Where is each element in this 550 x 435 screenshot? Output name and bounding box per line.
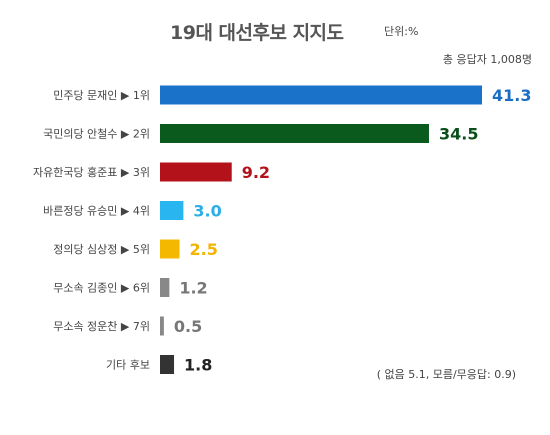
- bar: [160, 239, 180, 259]
- bar: [160, 201, 184, 220]
- unit-label: 단위:%: [384, 25, 419, 38]
- value-label: 0.5: [174, 317, 202, 336]
- value-label: 41.3: [492, 86, 531, 105]
- category-label: 무소속 김종인 ▶ 6위: [53, 282, 150, 295]
- bar: [160, 278, 170, 297]
- value-label: 2.5: [189, 240, 217, 259]
- category-label: 기타 후보: [106, 359, 150, 372]
- value-label: 1.2: [179, 279, 207, 298]
- chart-title: 19대 대선후보 지지도: [170, 22, 344, 44]
- bar: [160, 85, 482, 105]
- value-label: 3.0: [193, 202, 221, 221]
- category-label: 무소속 정운찬 ▶ 7위: [53, 319, 150, 333]
- category-label: 정의당 심상정 ▶ 5위: [53, 243, 150, 256]
- bar: [160, 316, 164, 336]
- respondents-label: 총 응답자 1,008명: [442, 53, 532, 66]
- value-label: 1.8: [184, 356, 212, 375]
- value-label: 9.2: [242, 163, 270, 182]
- value-label: 34.5: [439, 125, 478, 144]
- footnote: ( 없음 5.1, 모름/무응답: 0.9): [376, 368, 516, 381]
- category-label: 자유한국당 홍준표 ▶ 3위: [33, 165, 150, 179]
- category-label: 바른정당 유승민 ▶ 4위: [43, 205, 150, 218]
- bar: [160, 124, 429, 143]
- bar: [160, 162, 232, 182]
- category-label: 민주당 문재인 ▶ 1위: [53, 89, 150, 102]
- bar: [160, 355, 175, 374]
- category-label: 국민의당 안철수 ▶ 2위: [43, 128, 150, 141]
